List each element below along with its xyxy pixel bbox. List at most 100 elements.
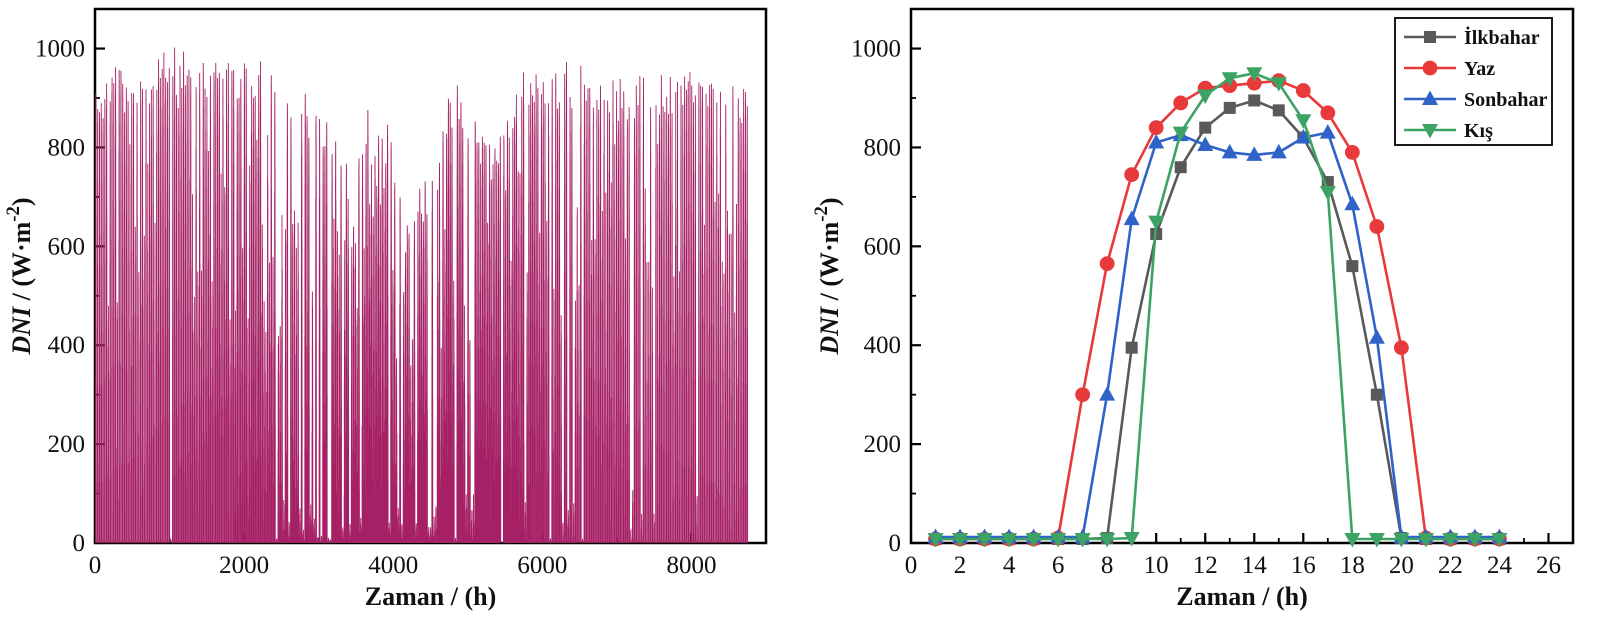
- marker-square: [1424, 31, 1436, 43]
- y-tick-label: 200: [864, 431, 902, 458]
- marker-triangle-down: [1246, 67, 1263, 82]
- marker-circle: [1369, 219, 1385, 234]
- marker-triangle-down: [1466, 533, 1483, 548]
- marker-triangle-down: [1025, 533, 1042, 548]
- series-kış: [927, 67, 1508, 548]
- y-tick-label: 800: [864, 134, 902, 161]
- marker-triangle-up: [1422, 90, 1438, 105]
- x-tick-label: 24: [1487, 552, 1513, 579]
- annual-dni-series: [95, 47, 749, 543]
- y-tick-label: 400: [48, 332, 86, 359]
- marker-triangle-up: [1197, 136, 1214, 151]
- legend-label: Sonbahar: [1464, 89, 1547, 111]
- x-tick-label: 0: [89, 552, 102, 579]
- marker-triangle-down: [1148, 215, 1165, 231]
- marker-triangle-down: [1172, 126, 1189, 142]
- marker-circle: [1124, 167, 1140, 183]
- marker-triangle-down: [1393, 533, 1410, 548]
- y-tick-label: 600: [48, 233, 86, 260]
- x-tick-label: 2000: [219, 552, 269, 579]
- marker-circle: [1148, 120, 1164, 136]
- x-axis-title: Zaman / (h): [365, 582, 496, 611]
- y-tick-label: 800: [48, 134, 86, 161]
- x-tick-label: 6000: [517, 552, 567, 579]
- x-tick-label: 16: [1291, 552, 1316, 579]
- y-tick-label: 600: [864, 233, 902, 260]
- marker-triangle-down: [976, 533, 993, 548]
- marker-triangle-up: [1246, 146, 1263, 161]
- x-tick-label: 4: [1003, 552, 1016, 579]
- y-tick-label: 0: [889, 530, 902, 557]
- series-sonbahar: [927, 124, 1508, 544]
- marker-triangle-down: [1123, 532, 1140, 547]
- marker-triangle-up: [1148, 134, 1165, 149]
- marker-triangle-up: [1270, 143, 1287, 159]
- marker-circle: [1344, 144, 1360, 160]
- marker-triangle-down: [1001, 533, 1018, 548]
- y-tick-label: 1000: [35, 36, 85, 63]
- series-line: [935, 131, 1500, 539]
- x-tick-label: 4000: [368, 552, 418, 579]
- y-tick-label: 0: [73, 530, 86, 557]
- marker-triangle-down: [1197, 89, 1214, 105]
- legend-label: İlkbahar: [1464, 25, 1540, 49]
- marker-triangle-down: [1442, 533, 1459, 548]
- x-tick-label: 14: [1242, 552, 1268, 579]
- marker-triangle-down: [1050, 533, 1067, 548]
- marker-triangle-down: [1295, 114, 1312, 129]
- annual-dni-chart: 0 2000 4000 6000 8000 0 200 400 600 800 1000 Zaman …: [3, 7, 768, 611]
- marker-triangle-down: [952, 533, 969, 548]
- marker-circle: [1393, 340, 1409, 356]
- x-tick-label: 18: [1340, 552, 1365, 579]
- marker-square: [1125, 341, 1138, 354]
- marker-circle: [1320, 105, 1336, 121]
- marker-circle: [1246, 75, 1262, 91]
- marker-triangle-down: [1074, 533, 1091, 548]
- marker-square: [1370, 388, 1383, 401]
- annual-dni-panel: 0 2000 4000 6000 8000 0 200 400 600 800 1000 Zaman …: [3, 7, 768, 611]
- y-axis-title: DNI / (W·m-2): [811, 197, 844, 355]
- marker-triangle-up: [1344, 195, 1361, 211]
- x-tick-label: 26: [1536, 552, 1561, 579]
- marker-square: [1272, 104, 1285, 117]
- legend: İlkbahar Yaz Sonbahar Kış: [1394, 17, 1553, 146]
- series-line: [935, 99, 1500, 541]
- x-tick-label: 8000: [666, 552, 716, 579]
- marker-triangle-down: [1368, 533, 1385, 548]
- marker-triangle-down: [1422, 124, 1438, 139]
- y-tick-label: 200: [48, 431, 86, 458]
- marker-square: [1199, 121, 1212, 134]
- marker-triangle-down: [1491, 533, 1508, 548]
- marker-square: [1346, 260, 1359, 273]
- marker-triangle-up: [1123, 210, 1140, 226]
- x-tick-label: 20: [1389, 552, 1414, 579]
- legend-label: Kış: [1464, 120, 1493, 142]
- marker-triangle-up: [1221, 143, 1238, 159]
- x-tick-label: 10: [1144, 552, 1169, 579]
- seasonal-dni-panel: 0 2 4 6 8 10 12 14 16 18 20 22 24 26 0 200 400 600 800 1000…: [800, 0, 1600, 619]
- marker-triangle-up: [1099, 386, 1116, 401]
- marker-square: [1174, 161, 1187, 174]
- x-tick-label: 2: [954, 552, 967, 579]
- y-axis-title: DNI / (W·m-2): [3, 197, 36, 355]
- x-tick-label: 8: [1101, 552, 1114, 579]
- marker-triangle-down: [1344, 533, 1361, 548]
- legend-box: [1394, 17, 1553, 146]
- marker-triangle-down: [927, 533, 944, 548]
- x-axis-title: Zaman / (h): [1176, 582, 1307, 611]
- plot-frame: [909, 7, 1575, 545]
- marker-circle: [1422, 60, 1438, 76]
- x-tick-label: 12: [1193, 552, 1218, 579]
- y-tick-label: 400: [864, 332, 902, 359]
- y-tick-label: 1000: [851, 36, 901, 63]
- x-tick-label: 22: [1438, 552, 1463, 579]
- x-tick-label: 6: [1052, 552, 1065, 579]
- marker-triangle-down: [1417, 533, 1434, 548]
- marker-triangle-up: [1368, 329, 1385, 344]
- marker-triangle-down: [1319, 185, 1336, 201]
- axes: 0 2 4 6 8 10 12 14 16 18 20 22 24 2602004006008001000…: [811, 7, 1575, 611]
- x-tick-label: 0: [905, 552, 918, 579]
- marker-triangle-down: [1270, 77, 1287, 92]
- marker-circle: [1295, 83, 1311, 98]
